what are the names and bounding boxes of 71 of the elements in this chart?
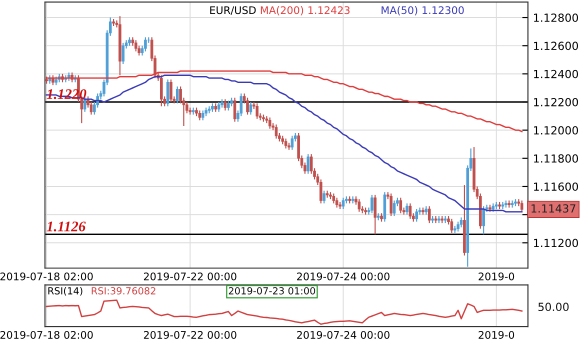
y-tick-label: 1.12600 [534,42,578,50]
candlestick [274,124,278,140]
candlestick [249,101,252,116]
candlestick [482,206,485,235]
candlestick [415,208,418,222]
candlestick [198,110,202,121]
y-tick-label: 1.11600 [534,182,578,191]
candlestick [224,98,227,112]
candlestick [370,194,374,214]
text: MA(200) 1.12423 [260,6,350,16]
chart-title: RSI(14) [48,286,82,296]
candlestick [322,190,326,204]
x-tick-label: 2019-07-18 02:00 [0,330,93,339]
y-tick-label: 1.11200 [534,238,578,248]
candlestick [201,110,204,121]
candlestick [284,138,288,150]
x-tick-label: 2019-0 [478,272,514,280]
candlestick [358,198,361,212]
ref-line-label: 1.1126 [46,222,86,232]
candlestick [256,102,258,120]
candlestick [374,194,377,235]
candlestick [383,192,386,222]
y-tick-label: 1.11800 [534,154,578,163]
candlestick [290,135,294,150]
candlestick [399,197,402,214]
text: 2019-07-23 01:00 [228,287,316,294]
x-tick-label: 2019-0 [478,330,514,339]
y-tick-label: 1.12000 [534,126,578,135]
x-tick-label: 2019-07-18 02:00 [0,272,93,280]
candlestick [176,86,179,104]
candlestick [246,97,249,116]
candlestick [390,192,392,217]
x-tick-label: 2019-07-24 00:00 [297,330,390,339]
candlestick [160,74,163,107]
candlestick [428,206,431,224]
text: MA(50) 1.12300 [382,6,464,16]
x-tick-label: 2019-07-22 00:00 [144,272,236,280]
chart-title: EUR/USD [210,6,256,15]
candlestick [134,40,138,52]
candlestick [192,107,195,116]
candlestick [520,200,524,213]
text: 1.11437 [532,204,576,213]
candlestick [460,216,463,228]
candlestick [326,190,329,198]
candlestick [268,116,272,130]
candlestick [406,202,408,216]
candlestick [122,42,125,65]
series-label: RSI:39.76082 [92,287,156,294]
candlestick [434,215,438,224]
candlestick [456,221,460,232]
y-tick-label: 1.12200 [534,98,578,106]
candlestick [226,100,230,112]
candlestick [510,200,514,208]
candlestick [144,36,147,52]
text: 50.00 [538,302,569,312]
candlestick [217,101,220,112]
candlestick [351,196,354,204]
y-tick-label: 1.12800 [534,14,578,22]
x-tick-label: 2019-07-24 00:00 [297,272,390,280]
x-tick-label: 2019-07-22 00:00 [144,330,236,339]
y-tick-label: 1.12400 [534,70,578,78]
candlestick [392,200,396,217]
candlestick [335,197,338,208]
candlestick [332,192,336,204]
candlestick [306,154,310,174]
candlestick [342,197,345,210]
candlestick [170,78,172,103]
candlestick [408,202,412,220]
candlestick [450,218,454,234]
candlestick [501,201,504,210]
candlestick [208,106,211,114]
